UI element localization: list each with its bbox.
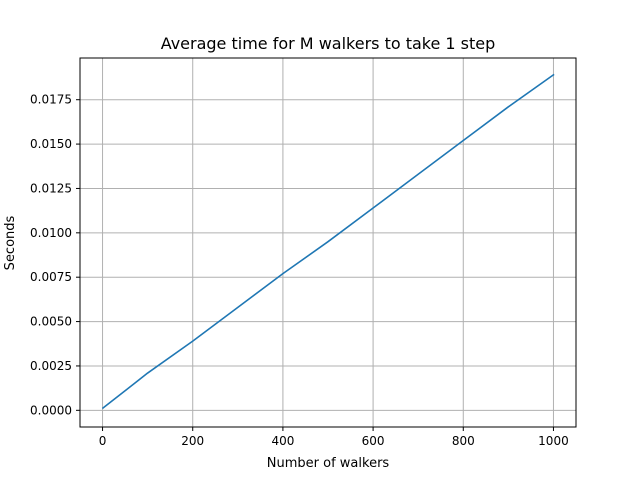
x-tick-label: 400	[271, 434, 294, 448]
y-tick-label: 0.0075	[30, 270, 72, 284]
x-tick-label: 600	[362, 434, 385, 448]
y-tick-label: 0.0125	[30, 181, 72, 195]
y-tick-label: 0.0000	[30, 403, 72, 417]
y-tick-label: 0.0050	[30, 315, 72, 329]
chart-title: Average time for M walkers to take 1 ste…	[161, 34, 496, 53]
x-axis-label: Number of walkers	[267, 456, 390, 471]
y-tick-label: 0.0150	[30, 137, 72, 151]
y-tick-label: 0.0100	[30, 226, 72, 240]
x-tick-label: 800	[452, 434, 475, 448]
x-tick-label: 1000	[538, 434, 569, 448]
y-tick-label: 0.0175	[30, 93, 72, 107]
x-tick-label: 200	[181, 434, 204, 448]
y-tick-label: 0.0025	[30, 359, 72, 373]
x-tick-label: 0	[99, 434, 107, 448]
y-axis-label: Seconds	[3, 215, 18, 270]
